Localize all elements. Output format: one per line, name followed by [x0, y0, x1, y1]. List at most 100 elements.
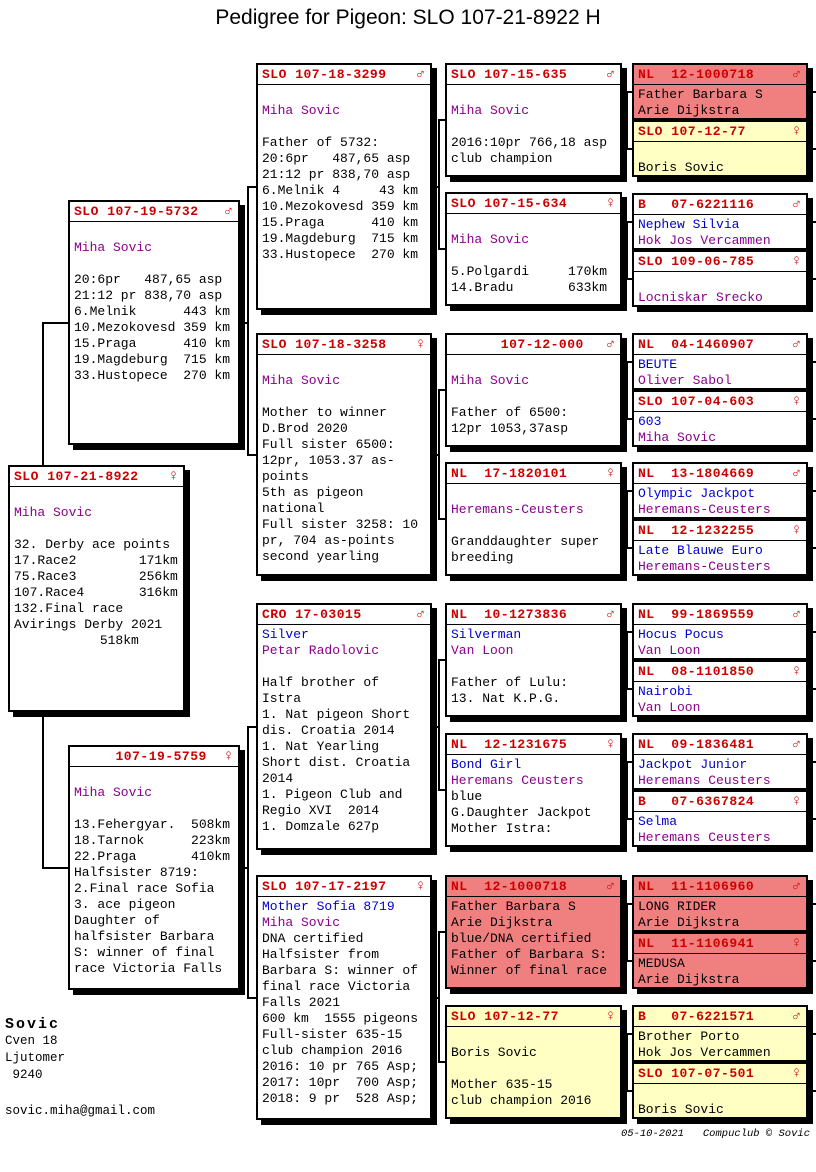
- result-line: 12pr 1053,37asp: [451, 421, 569, 436]
- pedigree-connector-line: [808, 761, 816, 763]
- pigeon-name: Silverman: [451, 627, 522, 642]
- male-icon: ♂: [791, 606, 801, 623]
- ring-number: B 07-6367824: [638, 794, 755, 809]
- result-line: pr, 704 as-points: [262, 533, 395, 548]
- pedigree-box-b-07-6367824: B 07-6367824 ♀ Selma Heremans Ceusters: [632, 790, 808, 847]
- fancier-name: Heremans-Ceusters: [638, 502, 771, 517]
- ring-number-header: SLO 107-21-8922 ♀: [10, 467, 183, 487]
- result-line: points: [262, 469, 309, 484]
- result-line: club champion 2016: [451, 1093, 592, 1108]
- ring-number-header: NL 99-1869559 ♂: [634, 605, 806, 625]
- pigeon-details: Hocus Pocus Van Loon: [634, 625, 806, 659]
- result-line: 20:6pr 487,65 asp: [262, 151, 411, 166]
- result-line: [258, 119, 430, 135]
- result-line: 15.Praga 410 km: [74, 336, 231, 351]
- ring-number-header: SLO 107-12-77 ♀: [634, 122, 806, 142]
- pigeon-details: Boris Sovic: [634, 1084, 806, 1118]
- result-line: [634, 1086, 806, 1102]
- female-icon: ♀: [791, 393, 801, 410]
- pedigree-connector-line: [248, 186, 256, 188]
- result-line: Granddaughter super: [451, 534, 600, 549]
- ring-number: SLO 107-04-603: [638, 394, 755, 409]
- pedigree-connector-line: [622, 518, 628, 520]
- male-icon: ♂: [791, 736, 801, 753]
- result-line: [447, 389, 620, 405]
- pigeon-details: Miha Sovic 32. Derby ace points 17.Race2 1…: [10, 487, 183, 649]
- pigeon-details: Miha Sovic 20:6pr 487,65 asp 21:12 pr 838,…: [70, 222, 238, 384]
- pedigree-connector-line: [432, 186, 440, 188]
- pedigree-connector-line: [622, 931, 628, 933]
- result-line: [447, 1029, 620, 1045]
- result-line: Half brother of: [262, 675, 380, 690]
- pigeon-details: Father Barbara S Arie Dijkstra blue/DNA ce…: [447, 897, 620, 979]
- female-icon: ♀: [791, 1065, 801, 1082]
- pedigree-box-nl-13-1804669: NL 13-1804669 ♂ Olympic Jackpot Heremans-Ce…: [632, 462, 808, 519]
- pedigree-connector-line: [627, 490, 632, 492]
- result-line: [258, 357, 430, 373]
- result-line: 13.Fehergyar. 508km: [74, 817, 231, 832]
- result-line: breeding: [451, 550, 514, 565]
- ring-number: NL 09-1836481: [638, 737, 755, 752]
- pedigree-connector-line: [808, 688, 816, 690]
- male-icon: ♂: [791, 336, 801, 353]
- fancier-name: Locniskar Srecko: [638, 290, 763, 305]
- ring-number-header: 107-19-5759 ♀: [70, 747, 238, 767]
- owner-city: Ljutomer: [5, 1051, 66, 1065]
- pedigree-connector-line: [439, 119, 445, 121]
- male-icon: ♂: [605, 336, 615, 353]
- result-line: Halfsister 8719:: [74, 865, 199, 880]
- pigeon-details: Heremans-Ceusters Granddaughter super bree…: [447, 484, 620, 566]
- pedigree-connector-line: [627, 361, 632, 363]
- pedigree-box-nl-12-1000718: NL 12-1000718 ♂ Father Barbara S Arie Dijks…: [632, 63, 808, 120]
- result-line: 107.Race4 316km: [14, 585, 178, 600]
- fancier-name: Boris Sovic: [638, 160, 724, 175]
- pigeon-details: Father Barbara S Arie Dijkstra: [634, 85, 806, 119]
- result-line: 18.Tarnok 223km: [74, 833, 231, 848]
- result-line: 2016: 10 pr 765 Asp;: [262, 1059, 419, 1074]
- result-line: dis. Croatia 2014: [262, 723, 395, 738]
- pedigree-box-b-07-6221116: B 07-6221116 ♂ Nephew Silvia Hok Jos Vercam…: [632, 193, 808, 250]
- ring-number-header: SLO 107-19-5732 ♂: [70, 202, 238, 222]
- result-line: national: [262, 501, 325, 516]
- ring-number-header: NL 12-1231675 ♀: [447, 735, 620, 755]
- pigeon-name: Nairobi: [638, 684, 693, 699]
- result-line: race Victoria Falls: [74, 961, 223, 976]
- pedigree-connector-line: [626, 903, 628, 962]
- fancier-name: Arie Dijkstra: [638, 915, 740, 930]
- result-line: 22.Praga 410km: [74, 849, 231, 864]
- fancier-name: Arie Dijkstra: [638, 103, 740, 118]
- fancier-name: Heremans-Ceusters: [451, 502, 584, 517]
- result-line: blue/DNA certified: [451, 931, 592, 946]
- pigeon-name: Late Blauwe Euro: [638, 543, 763, 558]
- ring-number: NL 13-1804669: [638, 466, 755, 481]
- pedigree-connector-line: [43, 322, 68, 324]
- result-line: 75.Race3 256km: [14, 569, 178, 584]
- result-line: DNA certified: [262, 931, 364, 946]
- result-line: [447, 1061, 620, 1077]
- pedigree-connector-line: [808, 631, 816, 633]
- ring-number-header: SLO 107-18-3258 ♀: [258, 335, 430, 355]
- pedigree-connector-line: [438, 389, 440, 520]
- pigeon-name: 603: [638, 414, 662, 429]
- fancier-name: Arie Dijkstra: [451, 915, 553, 930]
- pedigree-connector-line: [808, 1033, 816, 1035]
- pedigree-connector-line: [808, 361, 816, 363]
- pedigree-box-slo-107-17-2197: SLO 107-17-2197 ♀ Mother Sofia 8719 Miha So…: [256, 875, 432, 1120]
- fancier-name: Miha Sovic: [451, 103, 530, 118]
- pedigree-connector-line: [439, 248, 445, 250]
- ring-number: NL 17-1820101: [451, 466, 568, 481]
- pigeon-details: Mother Sofia 8719 Miha Sovic DNA certified…: [258, 897, 430, 1107]
- ring-number: SLO 107-15-635: [451, 67, 568, 82]
- pigeon-name: Selma: [638, 814, 678, 829]
- result-line: [447, 659, 620, 675]
- female-icon: ♀: [605, 1008, 615, 1025]
- result-line: 2017: 10pr 700 Asp;: [262, 1075, 419, 1090]
- ring-number: NL 12-1000718: [451, 879, 568, 894]
- pedigree-connector-line: [622, 248, 628, 250]
- result-line: 10.Mezokovesd 359 km: [74, 320, 231, 335]
- pigeon-details: LONG RIDER Arie Dijkstra: [634, 897, 806, 931]
- fancier-name: Hok Jos Vercammen: [638, 233, 771, 248]
- pedigree-box-slo-109-06-785: SLO 109-06-785 ♀ Locniskar Srecko: [632, 250, 808, 307]
- fancier-name: Oliver Sabol: [638, 373, 732, 388]
- owner-street: Cven 18: [5, 1034, 58, 1048]
